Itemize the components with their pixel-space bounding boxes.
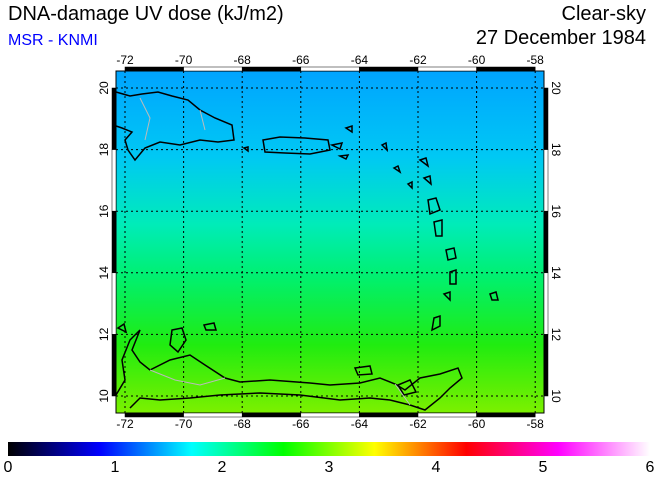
lon-label-top: -58 bbox=[527, 53, 545, 67]
lon-scale-segment bbox=[359, 66, 419, 72]
lon-label-top: -70 bbox=[175, 53, 193, 67]
lat-label-right: 10 bbox=[549, 389, 563, 403]
lon-scale-segment bbox=[241, 66, 302, 72]
colorbar bbox=[8, 442, 650, 456]
lon-label-bottom: -58 bbox=[527, 417, 545, 431]
colorbar-label: 5 bbox=[538, 459, 548, 476]
lat-label-left: 18 bbox=[97, 143, 111, 157]
lat-scale-segment bbox=[111, 210, 117, 274]
lat-label-right: 18 bbox=[549, 143, 563, 157]
lat-label-left: 16 bbox=[97, 204, 111, 218]
colorbar-label: 2 bbox=[217, 459, 227, 476]
lat-scale-segment bbox=[111, 272, 117, 335]
colorbar-label: 1 bbox=[110, 459, 120, 476]
date-label: 27 December 1984 bbox=[475, 27, 646, 49]
lat-label-left: 12 bbox=[97, 327, 111, 341]
lon-label-bottom: -72 bbox=[116, 417, 134, 431]
lon-scale-segment bbox=[300, 66, 360, 72]
lat-scale-segment bbox=[111, 334, 117, 397]
colorbar-label: 3 bbox=[324, 459, 334, 476]
lon-label-bottom: -60 bbox=[468, 417, 486, 431]
lon-scale-segment bbox=[417, 66, 477, 72]
colorbar-label: 4 bbox=[431, 459, 441, 476]
lat-label-left: 20 bbox=[97, 81, 111, 95]
lon-label-top: -62 bbox=[409, 53, 427, 67]
graticule bbox=[116, 71, 544, 413]
lon-label-top: -64 bbox=[351, 53, 369, 67]
lon-label-bottom: -62 bbox=[409, 417, 427, 431]
lon-label-bottom: -64 bbox=[351, 417, 369, 431]
lon-scale-segment bbox=[476, 412, 536, 418]
lat-label-left: 10 bbox=[97, 389, 111, 403]
lon-label-top: -66 bbox=[292, 53, 310, 67]
sky-condition: Clear-sky bbox=[561, 3, 646, 25]
lon-scale-segment bbox=[183, 66, 243, 72]
lat-label-right: 16 bbox=[549, 205, 563, 219]
borders bbox=[139, 97, 411, 406]
lat-label-right: 20 bbox=[549, 81, 563, 95]
lon-scale-segment bbox=[124, 66, 184, 72]
map-title: DNA-damage UV dose (kJ/m2) bbox=[8, 3, 284, 25]
uv-map: -72 -72 -70 -70 -68 -68 -66 -66 -64 -64 -62 -62 -60 -… bbox=[97, 53, 563, 431]
axis-ticks: -72 -72 -70 -70 -68 -68 -66 -66 -64 -64 -62 -62 -60 -… bbox=[97, 53, 563, 431]
uv-field bbox=[116, 71, 544, 413]
lon-label-bottom: -66 bbox=[292, 417, 310, 431]
lat-label-left: 14 bbox=[97, 266, 111, 280]
source-label: MSR - KNMI bbox=[8, 32, 98, 49]
lat-scale-segment bbox=[111, 87, 117, 150]
lon-label-top: -60 bbox=[468, 53, 486, 67]
lat-scale-segment bbox=[543, 149, 549, 212]
lon-label-top: -72 bbox=[116, 53, 134, 67]
lon-label-top: -68 bbox=[234, 53, 252, 67]
coastlines bbox=[115, 91, 499, 411]
lat-scale-segment bbox=[111, 149, 117, 212]
lat-label-right: 14 bbox=[549, 266, 563, 280]
lon-scale-segment bbox=[476, 66, 536, 72]
colorbar-label: 6 bbox=[645, 459, 655, 476]
lat-label-right: 12 bbox=[549, 328, 563, 342]
colorbar-label: 0 bbox=[3, 459, 13, 476]
lat-scale-segment bbox=[543, 210, 549, 274]
lat-scale-segment bbox=[543, 334, 549, 397]
lat-scale-segment bbox=[543, 87, 549, 150]
lat-scale-segment bbox=[543, 272, 549, 335]
lon-label-bottom: -70 bbox=[175, 417, 193, 431]
lon-label-bottom: -68 bbox=[234, 417, 252, 431]
